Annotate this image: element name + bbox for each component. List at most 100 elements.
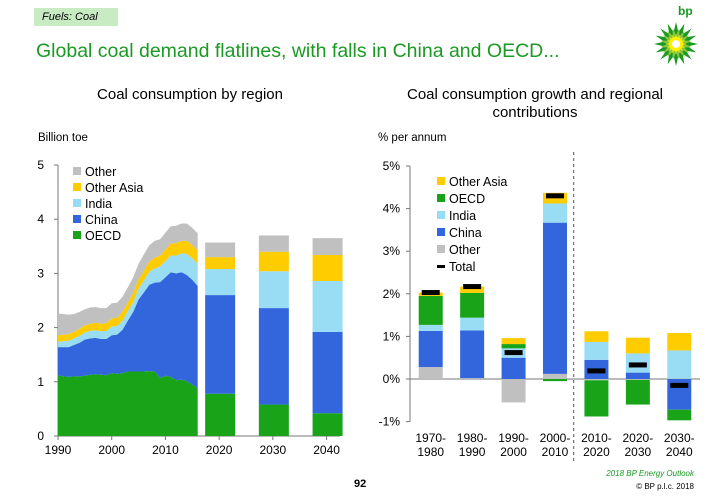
legend-swatch-total [437,265,445,268]
left-y-tick-label: 2 [37,321,44,335]
logo-petal [673,44,679,66]
right-y-tick-label: 1% [383,329,401,343]
legend-swatch-other-asia [73,183,81,191]
bar-1990-2000-other-asia [501,338,526,345]
bar-1990-2000-other [501,379,526,403]
bar-2000-2010-oecd [543,379,567,382]
logo-center [672,40,680,48]
total-marker-2000-2010 [546,193,564,199]
bar-2030-2040-oecd [667,409,692,421]
bar-2040-other [312,238,343,255]
bar-2020-oecd [205,393,236,436]
bar-1970-1980-other [418,367,443,379]
bar-2000-2010-china [543,222,567,374]
left-y-tick-label: 3 [37,266,44,280]
legend-label-total: Total [449,260,475,274]
legend-label-other-asia: Other Asia [449,175,507,189]
bar-2030-2040-other-asia [667,332,692,351]
bar-2030-other [258,235,289,252]
bar-1990-2000-china [501,357,526,379]
bar-2030-china [258,308,289,405]
right-y-tick-label: 4% [383,202,401,216]
area-india [58,253,198,348]
legend-label-india: India [85,197,112,211]
bar-2010-2020-india [584,341,609,360]
bar-1980-1990-china [460,330,485,379]
left-x-tick-label: 2010 [152,443,179,457]
bar-2040-other-asia [312,254,343,281]
bar-2030-2040-india [667,350,692,379]
logo-text: bp [678,4,693,18]
helios-icon [654,22,698,66]
bar-2040-china [312,331,343,414]
bar-2010-2020-other [584,379,609,381]
bar-2000-2010-india [543,203,567,223]
bar-2020-china [205,295,236,394]
legend-label-oecd: OECD [449,192,485,206]
total-marker-2020-2030 [628,362,647,368]
area-oecd [58,371,198,436]
right-y-tick-label: 5% [383,159,401,173]
right-x-tick-label: 2020 [583,445,610,459]
legend-swatch-china [437,228,445,236]
legend-swatch-oecd [437,194,445,202]
bar-2040-oecd [312,413,343,436]
bar-2020-india [205,269,236,296]
bar-1970-1980-oecd [418,295,443,325]
bar-2020-2030-oecd [625,379,650,405]
right-y-tick-label: 3% [383,244,401,258]
bar-2040-india [312,280,343,332]
left-x-tick-label: 2000 [98,443,125,457]
bar-2030-india [258,271,289,309]
right-x-tick-label: 2000 [500,445,527,459]
right-x-tick-label: 2040 [666,445,693,459]
right-x-tick-label: 1990- [498,431,529,445]
legend-label-oecd: OECD [85,229,121,243]
right-x-tick-label: 1980- [457,431,488,445]
bar-2020-2030-china [625,372,650,379]
bar-2020-other-asia [205,257,236,270]
right-y-unit: % per annum [378,132,447,144]
legend-label-india: India [449,209,476,223]
area-other-asia [58,240,198,342]
left-y-tick-label: 4 [37,212,44,226]
bar-1980-1990-oecd [460,292,485,318]
bar-1970-1980-china [418,330,443,368]
bp-logo: bp [650,4,702,68]
legend-swatch-india [437,211,445,219]
bar-1980-1990-other [460,378,485,379]
bar-1980-1990-india [460,317,485,331]
area-china [58,272,198,389]
legend-swatch-other [437,245,445,253]
right-chart: -1%0%1%2%3%4%5%1970-19801980-19901990-20… [379,152,700,462]
right-x-tick-label: 2030 [625,445,652,459]
legend-label-china: China [449,226,482,240]
legend-swatch-china [73,215,81,223]
right-x-tick-label: 2020- [623,431,654,445]
bar-2020-other [205,242,236,258]
right-y-tick-label: 0% [383,372,401,386]
logo-petal [673,22,679,44]
legend-label-other: Other [85,165,116,179]
total-marker-1980-1990 [463,284,482,290]
legend-swatch-oecd [73,231,81,239]
source-note: 2018 BP Energy Outlook [606,469,694,478]
legend-swatch-other [73,167,81,175]
right-y-tick-label: -1% [379,415,401,429]
total-marker-2030-2040 [670,382,689,388]
left-y-tick-label: 0 [37,429,44,443]
legend-swatch-india [73,199,81,207]
logo-petal [676,41,698,47]
bar-1990-2000-oecd [501,344,526,349]
bar-2000-2010-other [543,373,567,379]
left-x-tick-label: 2020 [206,443,233,457]
total-marker-1990-2000 [504,350,523,356]
right-x-tick-label: 2010- [581,431,612,445]
left-x-tick-label: 2040 [313,443,340,457]
page-number: 92 [354,478,367,490]
logo-petal [654,41,676,47]
copyright: © BP p.l.c. 2018 [636,482,694,491]
bar-2010-2020-other-asia [584,331,609,342]
right-x-tick-label: 1990 [459,445,486,459]
